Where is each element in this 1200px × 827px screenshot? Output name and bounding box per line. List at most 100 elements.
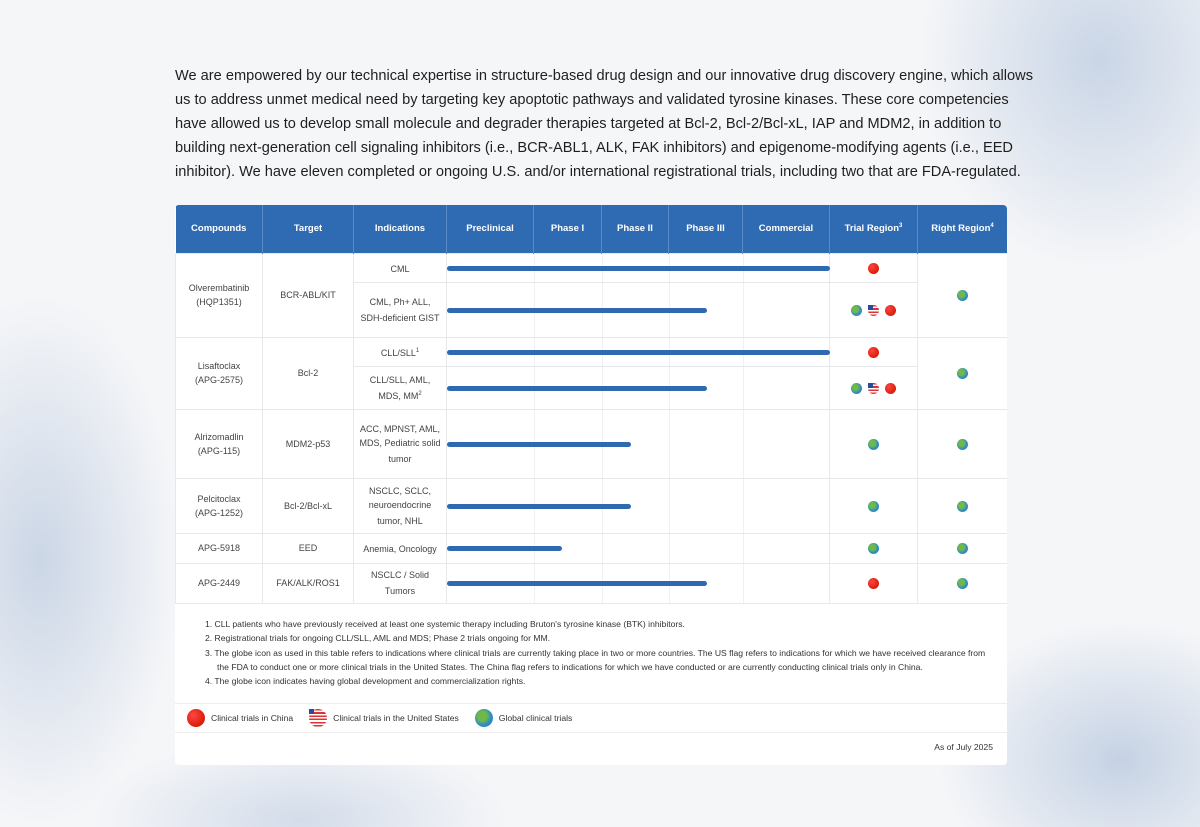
indication-cell: CML, Ph+ ALL, SDH-deficient GIST — [353, 281, 447, 338]
header-row: Compounds Target Indications Preclinical… — [175, 205, 1007, 253]
right-region-cell — [917, 532, 1007, 564]
intro-paragraph: We are empowered by our technical expert… — [175, 68, 1033, 180]
globe-icon — [868, 543, 879, 555]
us-flag-icon — [868, 382, 879, 394]
globe-icon — [868, 438, 879, 450]
globe-icon — [957, 500, 968, 512]
header-commercial: Commercial — [742, 205, 830, 253]
indication-cell: NSCLC, SCLC, neuroendocrine tumor, NHL — [353, 477, 447, 534]
right-region-cell — [917, 336, 1007, 410]
target-cell: MDM2-p53 — [262, 408, 354, 479]
table-row: APG-5918 EED Anemia, Oncology — [175, 532, 1007, 564]
trial-region-cell — [829, 408, 918, 479]
footnote: 3. The globe icon as used in this table … — [205, 647, 986, 672]
header-right-region: Right Region4 — [917, 205, 1007, 253]
footnote: 4. The globe icon indicates having globa… — [205, 676, 526, 687]
table-row: Olverembatinib (HQP1351) BCR-ABL/KIT CML — [175, 252, 1007, 338]
progress-cell — [446, 252, 830, 283]
header-preclinical: Preclinical — [446, 205, 534, 253]
as-of-date: As of July 2025 — [934, 742, 993, 752]
legend: Clinical trials in China Clinical trials… — [175, 703, 1007, 733]
compound-code: (HQP1351) — [196, 297, 242, 307]
progress-bar — [447, 581, 708, 586]
progress-cell — [446, 477, 830, 534]
table-row: Alrizomadlin (APG-115) MDM2-p53 ACC, MPNST,… — [175, 408, 1007, 479]
globe-icon — [851, 304, 862, 316]
compound-name: Pelcitoclax — [197, 493, 241, 504]
china-flag-icon — [187, 709, 205, 727]
compound-name: Alrizomadlin — [194, 431, 244, 442]
globe-icon — [957, 578, 968, 590]
globe-icon — [957, 543, 968, 555]
trial-region-cell — [829, 281, 918, 338]
globe-icon — [957, 438, 968, 450]
right-region-cell — [917, 562, 1007, 604]
china-flag-icon — [868, 578, 879, 590]
table-row: Pelcitoclax (APG-1252) Bcl-2/Bcl-xL NSCLC, … — [175, 477, 1007, 534]
china-flag-icon — [868, 262, 879, 274]
header-phase3: Phase III — [668, 205, 743, 253]
header-phase1: Phase I — [533, 205, 602, 253]
pipeline-table: Compounds Target Indications Preclinical… — [175, 205, 1007, 604]
us-flag-icon — [309, 709, 328, 727]
compound-name: Lisaftoclax — [197, 361, 241, 371]
indication-cell: ACC, MPNST, AML, MDS, Pediatric solid tu… — [353, 408, 447, 479]
right-region-cell — [917, 252, 1007, 338]
globe-icon — [868, 500, 879, 512]
target-cell: FAK/ALK/ROS1 — [262, 562, 354, 604]
globe-icon — [851, 382, 862, 394]
table-row: CLL/SLL, AML, MDS, MM2 — [176, 365, 1008, 410]
target-cell: Bcl-2 — [262, 336, 354, 410]
pipeline-card: Compounds Target Indications Preclinical… — [175, 205, 1007, 765]
progress-bar — [447, 265, 830, 271]
progress-bar — [447, 307, 708, 313]
target-cell: BCR-ABL/KIT — [262, 252, 354, 338]
compound-name: Olverembatinib — [188, 283, 250, 293]
globe-icon — [474, 709, 493, 727]
us-flag-icon — [868, 304, 879, 316]
progress-cell — [446, 562, 830, 604]
header-target: Target — [262, 205, 354, 253]
compound-cell: Alrizomadlin (APG-115) — [175, 408, 263, 479]
compound-cell: Lisaftoclax (APG-2575) — [175, 336, 263, 410]
progress-cell — [446, 281, 830, 338]
progress-bar — [447, 385, 708, 391]
header-phase2: Phase II — [601, 205, 669, 253]
compound-code: (APG-1252) — [194, 507, 244, 518]
right-region-cell — [917, 477, 1007, 534]
indication-cell: CLL/SLL1 — [353, 336, 447, 367]
target-cell: Bcl-2/Bcl-xL — [262, 477, 354, 534]
compound-name: APG-5918 — [197, 543, 241, 553]
indication-cell: CLL/SLL, AML, MDS, MM2 — [353, 365, 447, 410]
china-flag-icon — [885, 382, 896, 394]
trial-region-cell — [829, 562, 918, 604]
indication-cell: NSCLC / Solid Tumors — [353, 562, 447, 604]
footnote: 2. Registrational trials for ongoing CLL… — [205, 633, 551, 644]
progress-bar — [447, 546, 562, 551]
indication-cell: CML — [353, 252, 447, 283]
compound-name: APG-2449 — [197, 578, 241, 588]
trial-region-cell — [829, 365, 918, 410]
progress-cell — [446, 365, 830, 410]
trial-region-cell — [829, 336, 918, 367]
legend-us: Clinical trials in the United States — [309, 709, 459, 727]
footnote: 1. CLL patients who have previously rece… — [205, 619, 685, 629]
legend-china: Clinical trials in China — [187, 709, 293, 727]
compound-code: (APG-2575) — [194, 375, 244, 385]
header-compounds: Compounds — [175, 205, 263, 253]
indication-cell: Anemia, Oncology — [353, 532, 447, 564]
progress-bar — [447, 441, 631, 447]
progress-bar — [447, 349, 830, 355]
progress-cell — [446, 336, 830, 367]
right-region-cell — [917, 408, 1007, 479]
compound-cell: Pelcitoclax (APG-1252) — [175, 477, 263, 534]
trial-region-cell — [829, 477, 918, 534]
legend-globe: Global clinical trials — [474, 709, 572, 727]
compound-cell: APG-2449 — [175, 562, 263, 604]
target-cell: EED — [262, 532, 354, 564]
footnotes: 1. CLL patients who have previously rece… — [205, 617, 995, 688]
progress-cell — [446, 408, 830, 479]
progress-cell — [446, 532, 830, 564]
globe-icon — [957, 368, 968, 380]
compound-cell: Olverembatinib (HQP1351) — [175, 252, 263, 338]
